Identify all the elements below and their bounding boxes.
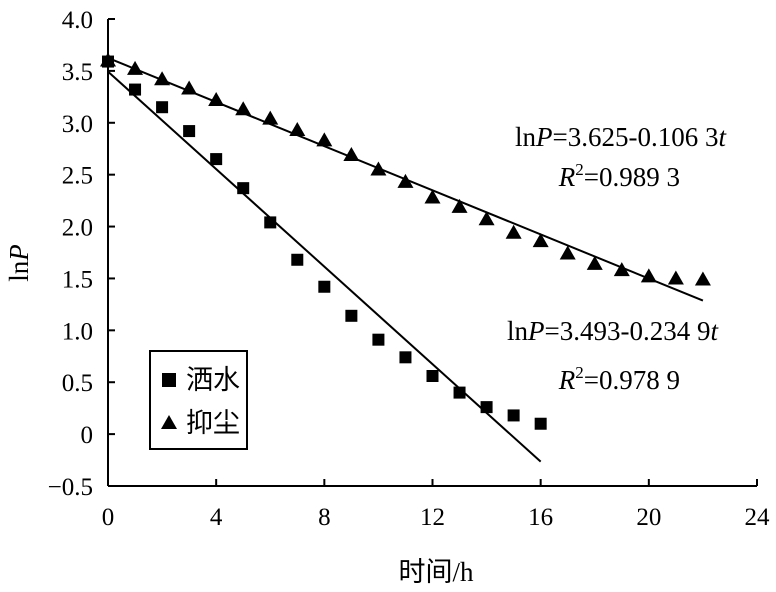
eq-sashui-t: t [710, 316, 719, 346]
legend-square-marker [162, 373, 176, 387]
y-tick-label: −0.5 [48, 474, 93, 501]
y-tick-label: 3.5 [62, 59, 93, 86]
legend-label-sashui: 洒水 [186, 365, 240, 395]
y-tick-label: 3.0 [62, 111, 93, 138]
equation-yichen: lnP=3.625-0.106 3t [515, 122, 727, 152]
eq-yichen-t: t [718, 122, 727, 152]
point-yichen [127, 60, 144, 75]
point-yichen [181, 80, 198, 95]
point-yichen [613, 262, 630, 277]
eq-yichen-var: P [535, 122, 553, 152]
r2-sashui-var: R [558, 365, 576, 395]
point-yichen [532, 233, 549, 248]
y-axis-label: lnP [4, 244, 34, 282]
r2-yichen-rhs: =0.989 3 [584, 162, 680, 192]
point-yichen [424, 189, 441, 204]
x-tick-label: 20 [636, 504, 661, 531]
point-sashui [534, 417, 547, 430]
ticks: 0 4 8 12 16 20 24 −0.5 0 0.5 1.0 1.5 2.0 2.5 3.0 3.5 4.0 [48, 7, 770, 531]
y-tick-label: 1.5 [62, 266, 93, 293]
legend-triangle-marker [161, 415, 177, 429]
point-yichen [100, 52, 116, 67]
eq-yichen-ln: ln [515, 122, 537, 152]
point-yichen [559, 245, 576, 260]
eq-yichen-rhs: =3.625-0.106 3 [553, 122, 719, 152]
point-yichen [505, 224, 522, 239]
y-tick-label: 4.0 [62, 7, 93, 34]
point-yichen [343, 146, 360, 161]
point-sashui [129, 83, 142, 96]
point-sashui [399, 351, 412, 364]
point-yichen [667, 270, 684, 285]
y-tick-label: 0 [81, 422, 94, 449]
point-sashui [372, 333, 385, 346]
point-sashui [264, 216, 277, 229]
x-tick-label: 12 [420, 504, 445, 531]
y-axis-label-prefix: ln [4, 260, 34, 282]
point-sashui [426, 369, 439, 382]
eq-sashui-ln: ln [507, 316, 529, 346]
r2-yichen-sup: 2 [575, 160, 584, 179]
point-sashui [237, 182, 250, 195]
point-sashui [453, 386, 466, 399]
point-yichen [262, 110, 279, 125]
point-yichen [451, 198, 468, 213]
point-yichen [694, 271, 711, 286]
point-sashui [291, 253, 304, 266]
point-yichen [208, 91, 225, 106]
x-tick-label: 16 [528, 504, 553, 531]
r2-sashui-rhs: =0.978 9 [584, 365, 680, 395]
point-yichen [316, 132, 333, 147]
x-tick-label: 8 [318, 504, 331, 531]
point-yichen [154, 71, 171, 86]
point-yichen [586, 255, 603, 270]
y-tick-label: 2.0 [62, 215, 93, 242]
point-sashui [480, 401, 493, 414]
point-sashui [507, 409, 520, 422]
point-yichen [478, 211, 495, 226]
fit-line-sashui [107, 70, 542, 463]
y-tick-label: 0.5 [62, 370, 93, 397]
point-yichen [640, 268, 657, 283]
legend: 洒水 抑尘 [149, 350, 248, 450]
point-sashui [210, 153, 223, 166]
y-tick-label: 2.5 [62, 163, 93, 190]
point-yichen [235, 101, 252, 116]
point-yichen [289, 122, 306, 137]
eq-sashui-var: P [527, 316, 545, 346]
r2-sashui-sup: 2 [575, 363, 584, 382]
x-tick-label: 24 [745, 504, 771, 531]
legend-box [149, 350, 248, 450]
point-yichen [397, 173, 414, 188]
eq-sashui-rhs: =3.493-0.234 9 [545, 316, 711, 346]
point-sashui [183, 125, 196, 138]
x-tick-label: 4 [210, 504, 223, 531]
x-tick-label: 0 [102, 504, 115, 531]
r2-yichen-var: R [558, 162, 576, 192]
point-sashui [156, 101, 169, 114]
y-tick-label: 1.0 [62, 318, 93, 345]
point-yichen [370, 161, 387, 176]
equation-sashui: lnP=3.493-0.234 9t [507, 316, 719, 346]
data-points [100, 52, 711, 430]
r2-yichen: R2=0.989 3 [558, 160, 680, 192]
point-sashui [345, 309, 358, 322]
legend-label-yichen: 抑尘 [186, 408, 240, 438]
r2-sashui: R2=0.978 9 [558, 363, 680, 395]
x-axis-label: 时间/h [398, 557, 474, 587]
y-axis-label-var: P [4, 244, 34, 262]
point-sashui [318, 280, 331, 293]
